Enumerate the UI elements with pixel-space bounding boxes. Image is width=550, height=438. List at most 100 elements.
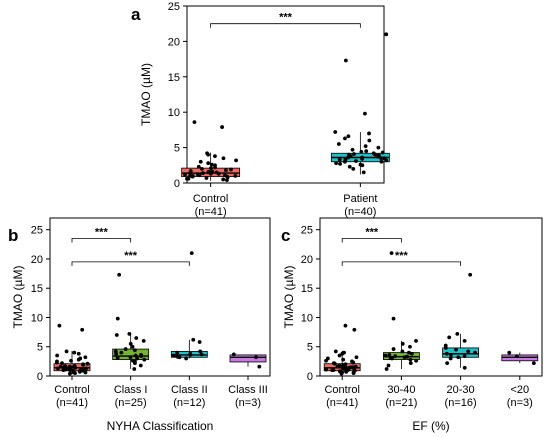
significance-bracket: *** (210, 12, 361, 28)
y-tick-label: 15 (301, 283, 313, 295)
data-point (192, 120, 197, 125)
data-point (414, 338, 418, 343)
data-point (367, 138, 372, 143)
data-point (188, 351, 193, 356)
data-point (204, 176, 209, 180)
data-point (379, 156, 384, 161)
data-point (56, 366, 60, 371)
y-tick-label: 20 (301, 254, 313, 266)
data-point (198, 159, 203, 164)
data-point (78, 356, 83, 361)
data-point (353, 364, 358, 369)
data-point (130, 344, 135, 349)
data-point (466, 349, 471, 354)
data-point (367, 131, 371, 136)
bracket-line (71, 238, 132, 243)
y-tick-label: 5 (174, 143, 180, 155)
data-point (83, 355, 88, 360)
data-point (201, 171, 205, 175)
data-point (409, 351, 414, 356)
data-point (352, 152, 356, 156)
data-point (142, 357, 147, 362)
data-point (354, 355, 359, 360)
data-point (337, 157, 342, 162)
significance-bracket: *** (341, 226, 402, 243)
data-point (354, 159, 358, 163)
data-point (127, 331, 132, 336)
data-point (119, 350, 124, 355)
data-point (383, 353, 388, 358)
significance-label: *** (124, 250, 138, 262)
data-point (336, 142, 341, 146)
data-point (400, 349, 405, 354)
data-point (337, 353, 342, 358)
data-point (364, 149, 369, 154)
box-control (323, 323, 361, 376)
y-tick-label: 15 (168, 72, 180, 84)
data-point (358, 162, 363, 167)
data-point (221, 177, 226, 182)
data-point (114, 333, 119, 337)
data-point (333, 349, 338, 354)
x-tick-label: Control (54, 384, 89, 396)
panel-a: a 0 5 10 15 20 25 TMAO (µM) Control(n=41) Patient… (131, 1, 390, 218)
data-point (360, 155, 365, 160)
x-tick-count: (n=3) (507, 397, 533, 409)
data-point (67, 371, 72, 376)
data-point (389, 251, 394, 256)
data-point (445, 361, 450, 366)
data-point (199, 352, 204, 357)
x-tick-label: Class I (114, 384, 148, 396)
data-point (210, 169, 215, 174)
data-point (342, 350, 346, 355)
y-tick-label: 5 (307, 342, 313, 354)
significance-label: *** (395, 250, 409, 262)
data-point (515, 354, 519, 359)
data-point (350, 359, 354, 364)
data-point (384, 32, 389, 37)
data-point (128, 355, 133, 360)
data-point (351, 166, 356, 171)
data-point (444, 351, 449, 356)
data-point (384, 367, 389, 371)
data-point (330, 368, 335, 373)
box-class-ii (170, 251, 208, 361)
x-tick-label: 30-40 (387, 384, 415, 396)
x-tick-label: Patient (343, 193, 377, 205)
x-axis-label: NYHA Classification (107, 419, 214, 433)
y-tick-label: 10 (31, 312, 43, 324)
data-point (225, 178, 229, 183)
x-axis-label: EF (%) (412, 419, 449, 433)
x-tick-count: (n=3) (235, 397, 261, 409)
panel-b: b 0 5 10 15 20 25 TMAO (µM) NYHA Classification C… (8, 217, 271, 433)
data-point (341, 357, 346, 362)
data-point (68, 368, 72, 373)
data-point (76, 351, 81, 356)
data-point (387, 353, 392, 357)
significance-bracket: *** (71, 226, 132, 243)
data-point (209, 162, 214, 167)
data-point (191, 337, 196, 342)
box-control (181, 120, 241, 183)
data-point (363, 144, 368, 149)
data-point (448, 356, 453, 361)
data-point (339, 371, 344, 376)
data-point (188, 174, 193, 178)
data-point (462, 365, 467, 370)
data-point (115, 355, 120, 360)
data-point (221, 156, 226, 161)
data-point (462, 354, 467, 359)
data-point (393, 354, 398, 359)
data-point (185, 176, 189, 181)
data-point (115, 316, 120, 321)
data-point (64, 349, 69, 354)
box-control (53, 323, 91, 376)
data-point (334, 161, 339, 166)
data-point (346, 134, 351, 139)
data-point (175, 354, 180, 359)
data-point (447, 335, 452, 340)
significance-label: *** (279, 12, 293, 24)
data-point (197, 340, 202, 344)
y-axis-label: TMAO (µM) (282, 266, 296, 329)
y-tick-label: 10 (168, 107, 180, 119)
